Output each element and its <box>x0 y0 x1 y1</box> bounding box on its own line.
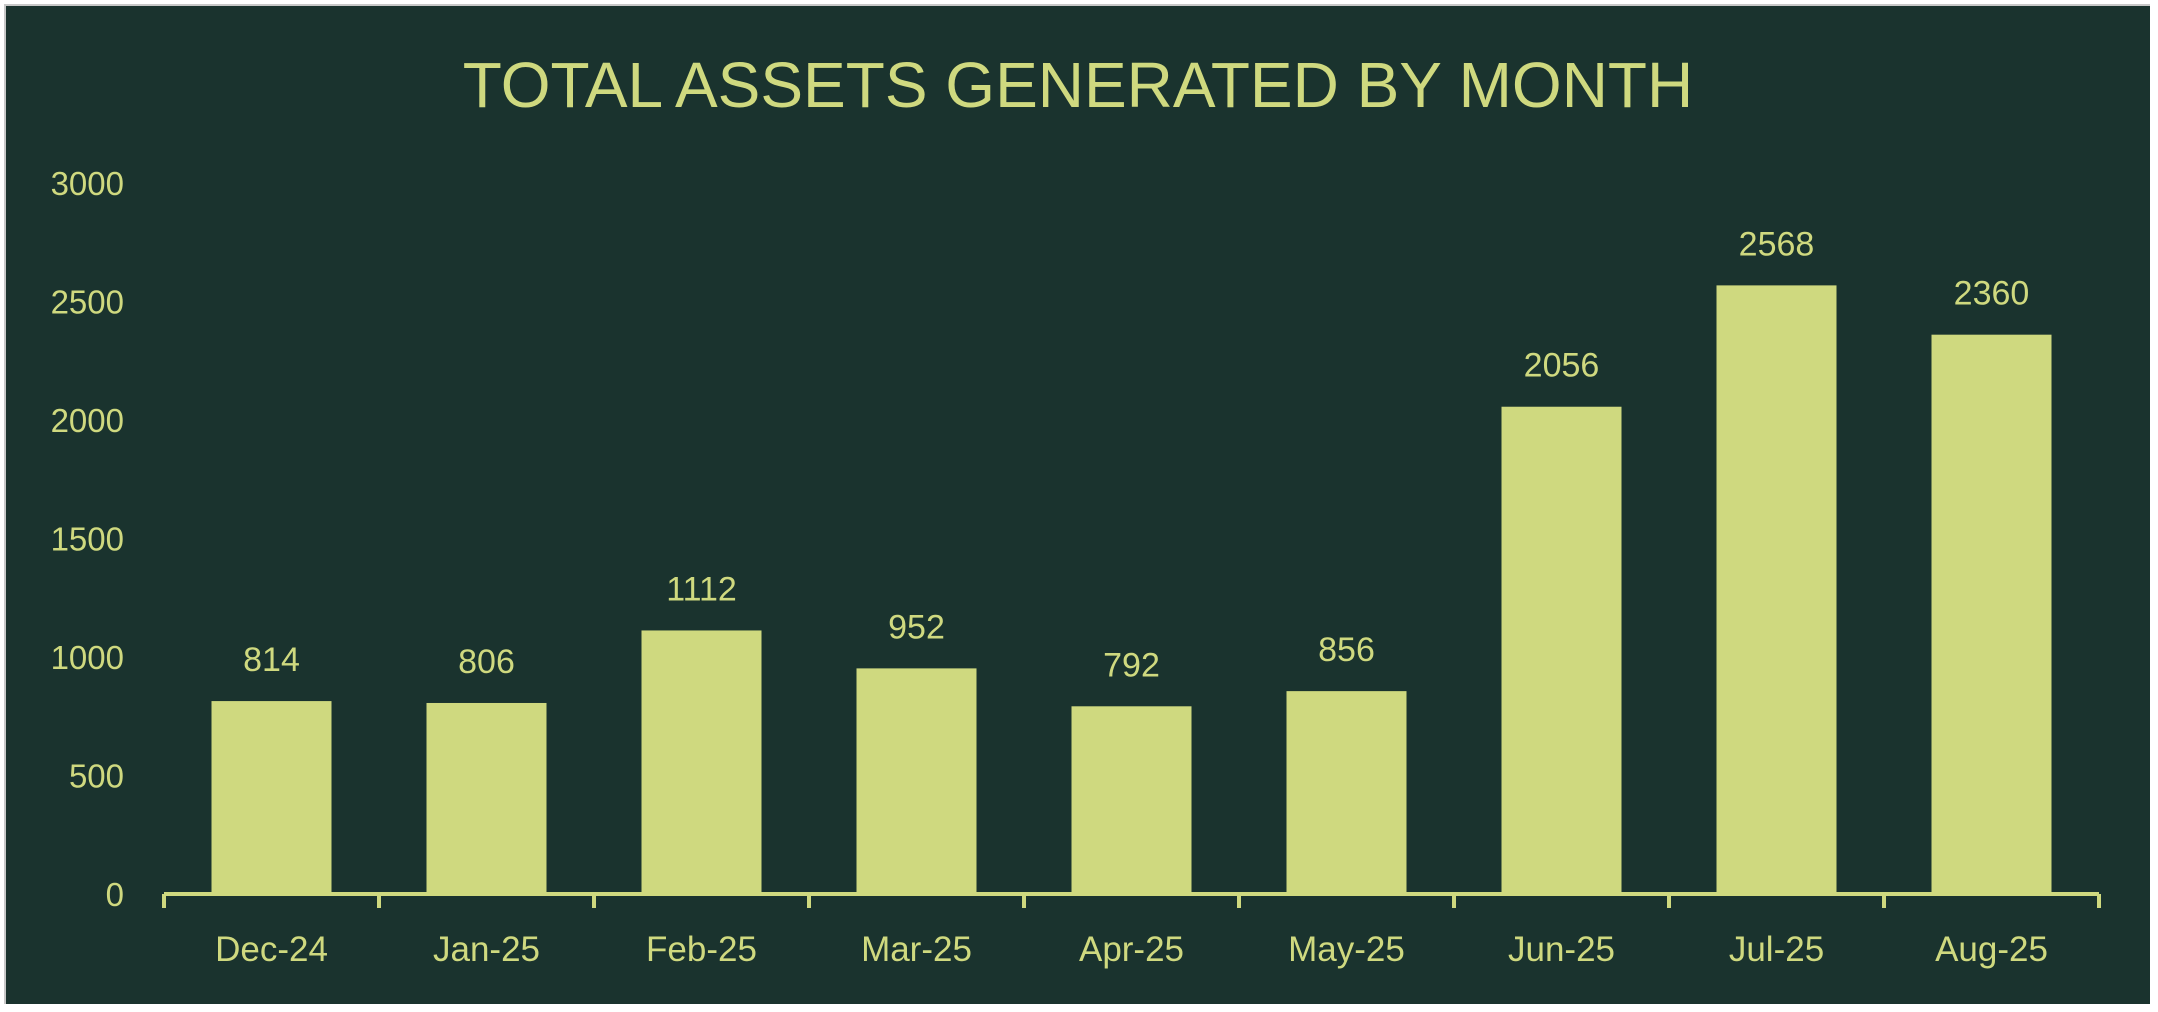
x-tick-label: Feb-25 <box>646 930 757 969</box>
chart-title: TOTAL ASSETS GENERATED BY MONTH <box>463 49 1693 121</box>
data-label: 1112 <box>666 570 737 608</box>
bar <box>856 668 977 894</box>
x-tick-label: Jan-25 <box>433 930 540 969</box>
data-label: 856 <box>1318 631 1375 669</box>
data-label: 2360 <box>1954 275 2030 313</box>
x-tick-label: Jul-25 <box>1729 930 1824 969</box>
y-tick-label: 3000 <box>51 165 124 202</box>
x-axis: Dec-24 Jan-25 Feb-25 Mar-25 Apr-25 May-25 Jun-… <box>162 892 2101 969</box>
x-tick-label: Mar-25 <box>861 930 972 969</box>
y-tick-label: 1000 <box>51 639 124 676</box>
bar <box>1071 706 1192 894</box>
bar <box>211 701 332 894</box>
x-tick-label: Apr-25 <box>1079 930 1184 969</box>
data-label: 2056 <box>1524 347 1600 385</box>
y-tick-label: 0 <box>106 876 124 913</box>
bar <box>1501 406 1622 894</box>
y-axis: 0 500 1000 1500 2000 2500 3000 <box>51 165 124 913</box>
y-tick-label: 500 <box>69 758 124 795</box>
y-tick-label: 2500 <box>51 284 124 321</box>
x-tick-label: Dec-24 <box>215 930 328 969</box>
data-label: 806 <box>458 643 515 681</box>
data-label: 792 <box>1103 646 1160 684</box>
bar <box>426 702 547 894</box>
bar <box>1716 285 1837 894</box>
bar <box>641 630 762 894</box>
x-tick-label: Aug-25 <box>1935 930 2048 969</box>
data-label: 814 <box>243 641 300 679</box>
y-tick-label: 1500 <box>51 521 124 558</box>
y-tick-label: 2000 <box>51 402 124 439</box>
bars: 814 806 1112 952 792 856 2056 2568 2360 <box>211 225 2052 894</box>
data-label: 2568 <box>1739 225 1815 263</box>
x-tick-label: Jun-25 <box>1508 930 1615 969</box>
bar <box>1286 691 1407 894</box>
data-label: 952 <box>888 608 945 646</box>
bar <box>1931 334 2052 894</box>
x-tick-label: May-25 <box>1288 930 1405 969</box>
